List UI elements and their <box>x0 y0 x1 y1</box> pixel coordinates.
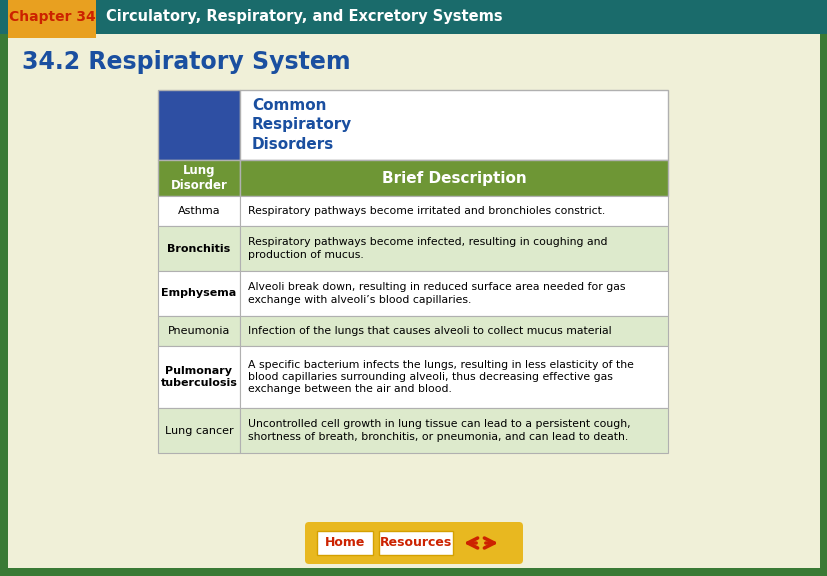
Bar <box>240 196 667 226</box>
Bar <box>158 346 240 408</box>
Bar <box>379 531 452 555</box>
Text: Pneumonia: Pneumonia <box>168 326 230 336</box>
Bar <box>158 316 240 346</box>
Text: Lung
Disorder: Lung Disorder <box>170 164 227 192</box>
Text: Infection of the lungs that causes alveoli to collect mucus material: Infection of the lungs that causes alveo… <box>248 326 611 336</box>
Bar <box>0 0 827 34</box>
Text: Asthma: Asthma <box>178 206 220 216</box>
Bar <box>158 271 240 316</box>
Text: Home: Home <box>324 536 365 550</box>
Bar <box>158 226 240 271</box>
Bar <box>158 90 240 160</box>
Text: Respiratory pathways become irritated and bronchioles constrict.: Respiratory pathways become irritated an… <box>248 206 605 216</box>
Bar <box>240 408 667 453</box>
Text: Circulatory, Respiratory, and Excretory Systems: Circulatory, Respiratory, and Excretory … <box>106 9 502 25</box>
Text: Alveoli break down, resulting in reduced surface area needed for gas
exchange wi: Alveoli break down, resulting in reduced… <box>248 282 624 305</box>
Bar <box>8 0 96 38</box>
Text: A specific bacterium infects the lungs, resulting in less elasticity of the
bloo: A specific bacterium infects the lungs, … <box>248 359 633 395</box>
Bar <box>240 226 667 271</box>
Bar <box>158 408 240 453</box>
Text: Pulmonary
tuberculosis: Pulmonary tuberculosis <box>160 366 237 388</box>
Bar <box>158 160 240 196</box>
Text: Respiratory pathways become infected, resulting in coughing and
production of mu: Respiratory pathways become infected, re… <box>248 237 607 260</box>
Bar <box>240 160 667 196</box>
Text: Uncontrolled cell growth in lung tissue can lead to a persistent cough,
shortnes: Uncontrolled cell growth in lung tissue … <box>248 419 630 442</box>
Bar <box>240 271 667 316</box>
Text: Brief Description: Brief Description <box>381 170 526 185</box>
Bar <box>317 531 372 555</box>
Text: Chapter 34: Chapter 34 <box>8 10 95 24</box>
Text: Lung cancer: Lung cancer <box>165 426 233 435</box>
Text: Common
Respiratory
Disorders: Common Respiratory Disorders <box>251 98 351 151</box>
Bar <box>158 196 240 226</box>
Text: Resources: Resources <box>380 536 452 550</box>
Text: 34.2 Respiratory System: 34.2 Respiratory System <box>22 50 350 74</box>
FancyBboxPatch shape <box>304 522 523 564</box>
Bar <box>240 316 667 346</box>
Text: Emphysema: Emphysema <box>161 289 237 298</box>
Bar <box>240 346 667 408</box>
Bar <box>240 90 667 160</box>
Text: Bronchitis: Bronchitis <box>167 244 231 253</box>
